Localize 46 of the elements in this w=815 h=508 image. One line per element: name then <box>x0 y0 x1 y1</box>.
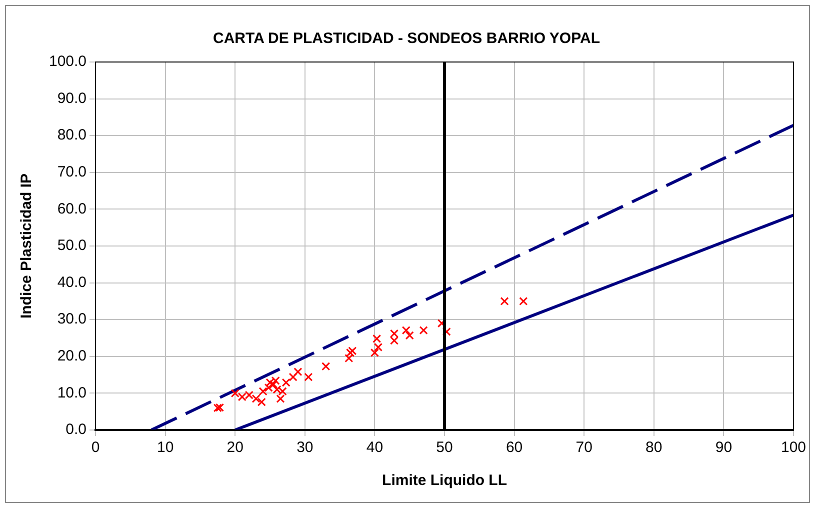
y-tick-label: 80.0 <box>57 126 87 144</box>
point <box>288 372 298 382</box>
point <box>519 296 528 306</box>
x-axis-title: Limite Liquido LL <box>382 472 508 490</box>
x-tick-label: 40 <box>366 439 384 456</box>
point <box>322 362 330 371</box>
point <box>213 404 222 412</box>
point <box>244 390 254 400</box>
point <box>294 368 302 376</box>
x-tick-label: 100 <box>780 439 806 456</box>
point <box>304 372 313 382</box>
point <box>252 394 260 404</box>
x-tick-label: 70 <box>576 439 592 456</box>
point <box>419 326 428 335</box>
x-tick-label: 20 <box>226 439 244 456</box>
x-tick-label: 60 <box>506 439 523 456</box>
point <box>405 331 414 340</box>
y-tick-label: 30.0 <box>57 310 87 328</box>
y-axis-title: Indice Plasticidad IP <box>18 173 36 319</box>
y-tick-label: 20.0 <box>57 348 87 365</box>
x-tick-label: 90 <box>715 439 732 456</box>
y-tick-label: 0.0 <box>66 421 87 438</box>
y-tick-label: 40.0 <box>57 274 87 291</box>
point <box>500 296 509 306</box>
chart-title: CARTA DE PLASTICIDAD - SONDEOS BARRIO YOPAL <box>213 30 600 48</box>
x-tick-label: 10 <box>156 439 174 456</box>
x-tick-label: 50 <box>436 439 453 456</box>
x-tick-label: 80 <box>646 439 662 456</box>
point <box>402 326 410 335</box>
y-tick-label: 70.0 <box>57 164 87 181</box>
y-tick-label: 60.0 <box>57 200 87 218</box>
point <box>257 398 266 406</box>
point <box>230 388 240 398</box>
point <box>238 392 246 402</box>
point <box>370 348 379 358</box>
x-tick-label: 30 <box>296 439 314 456</box>
point <box>258 387 268 396</box>
y-tick-label: 50.0 <box>57 237 87 254</box>
point <box>282 378 290 387</box>
point <box>442 327 451 336</box>
y-tick-label: 10.0 <box>57 384 87 402</box>
point <box>269 380 278 389</box>
y-tick-label: 100.0 <box>48 53 87 70</box>
y-tick-label: 90.0 <box>57 90 87 107</box>
point <box>215 403 224 412</box>
x-tick-label: 0 <box>91 439 100 456</box>
